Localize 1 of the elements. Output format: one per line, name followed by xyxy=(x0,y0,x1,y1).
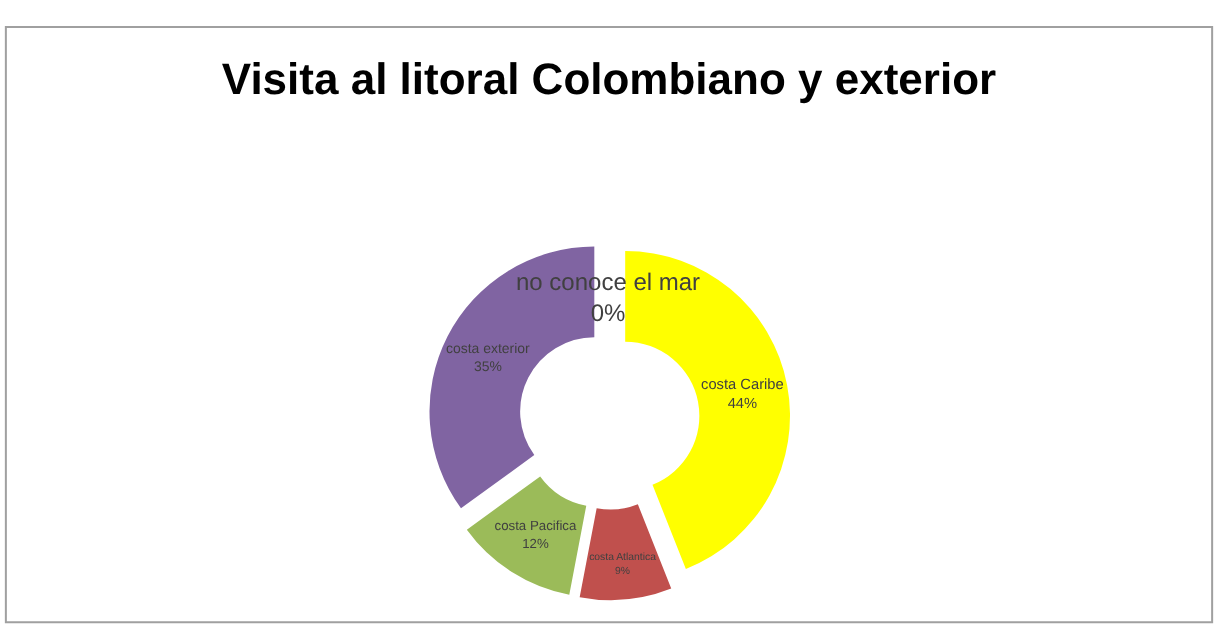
chart-title: Visita al litoral Colombiano y exterior xyxy=(221,53,998,104)
